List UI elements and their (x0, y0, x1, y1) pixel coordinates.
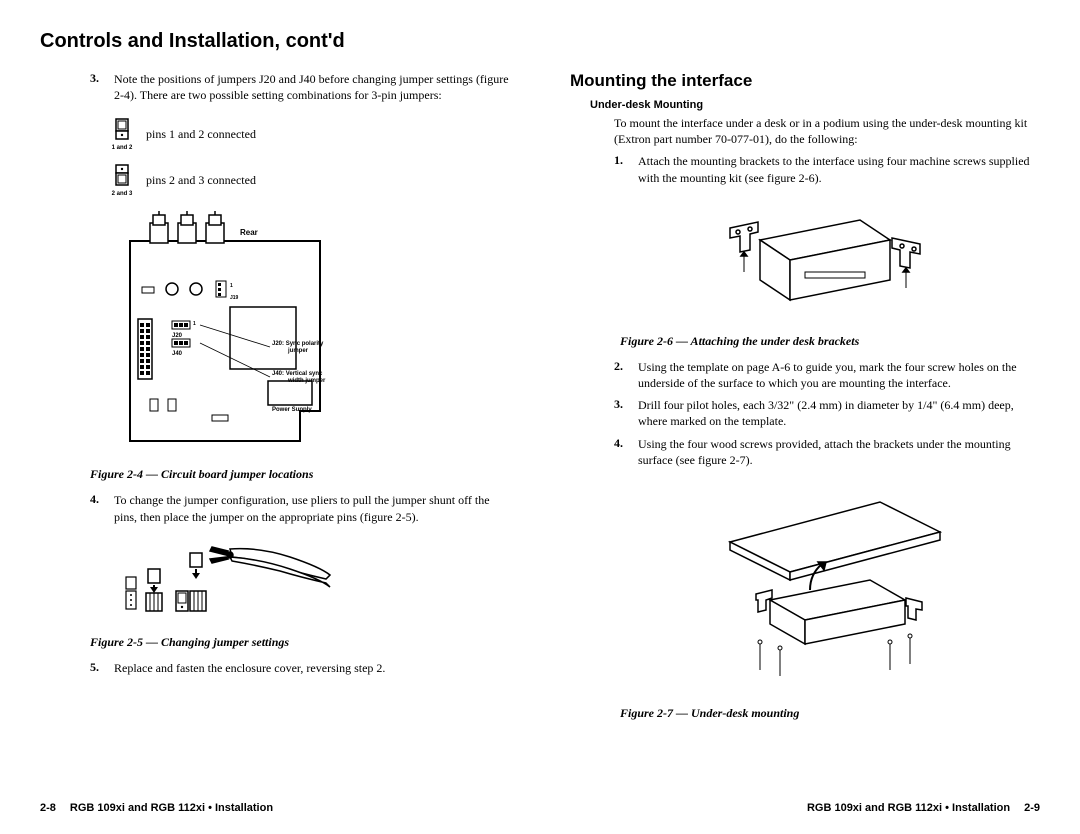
svg-text:J40: J40 (172, 351, 183, 357)
figure-2-6 (710, 200, 1040, 324)
figure-2-6-caption: Figure 2-6 — Attaching the under desk br… (620, 334, 1040, 349)
page-footer: 2-8 RGB 109xi and RGB 112xi • Installati… (40, 788, 1040, 814)
jumper-config-2: 2 and 3 pins 2 and 3 connected (110, 163, 510, 197)
figure-2-4: Rear 1 J19 1 J20 J40 (120, 211, 510, 455)
step-num: 4. (614, 436, 638, 468)
page-num-right: 2-9 (1024, 802, 1040, 814)
content-columns: 3. Note the positions of jumpers J20 and… (40, 71, 1040, 788)
jumper-config-1: 1 and 2 pins 1 and 2 connected (110, 117, 510, 151)
step-text: Note the positions of jumpers J20 and J4… (114, 71, 510, 103)
step-num: 2. (614, 359, 638, 391)
mount-step-2: 2. Using the template on page A-6 to gui… (614, 359, 1040, 391)
mount-step-4: 4. Using the four wood screws provided, … (614, 436, 1040, 468)
jumper-icon-1and2: 1 and 2 (110, 117, 134, 151)
page-num-left: 2-8 (40, 802, 56, 814)
step-num: 1. (614, 153, 638, 185)
svg-text:J20: J20 (172, 333, 183, 339)
footer-left: 2-8 RGB 109xi and RGB 112xi • Installati… (40, 802, 273, 814)
step-num: 3. (90, 71, 114, 103)
sub-title: Under-desk Mounting (590, 99, 1040, 111)
step-text: Using the four wood screws provided, att… (638, 436, 1040, 468)
rear-label: Rear (240, 228, 258, 237)
footer-text-right: RGB 109xi and RGB 112xi • Installation (807, 802, 1010, 814)
page-title: Controls and Installation, cont'd (40, 30, 1040, 53)
mount-step-3: 3. Drill four pilot holes, each 3/32" (2… (614, 397, 1040, 429)
svg-text:1: 1 (193, 321, 196, 327)
step-num: 4. (90, 492, 114, 524)
footer-right: RGB 109xi and RGB 112xi • Installation 2… (807, 802, 1040, 814)
step-5: 5. Replace and fasten the enclosure cove… (40, 660, 510, 676)
figure-2-5-caption: Figure 2-5 — Changing jumper settings (90, 635, 510, 650)
step-text: Drill four pilot holes, each 3/32" (2.4 … (638, 397, 1040, 429)
jumper-label: 2 and 3 (112, 191, 133, 197)
mount-step-1: 1. Attach the mounting brackets to the i… (614, 153, 1040, 185)
svg-text:jumper: jumper (287, 348, 309, 354)
figure-2-4-caption: Figure 2-4 — Circuit board jumper locati… (90, 467, 510, 482)
left-column: 3. Note the positions of jumpers J20 and… (40, 71, 510, 788)
section-title: Mounting the interface (570, 71, 1040, 91)
step-text: Replace and fasten the enclosure cover, … (114, 660, 385, 676)
svg-text:1: 1 (230, 283, 233, 289)
figure-2-5 (120, 539, 510, 623)
footer-text-left: RGB 109xi and RGB 112xi • Installation (70, 802, 273, 814)
jumper-icon-2and3: 2 and 3 (110, 163, 134, 197)
step-3: 3. Note the positions of jumpers J20 and… (40, 71, 510, 103)
step-num: 3. (614, 397, 638, 429)
step-4: 4. To change the jumper configuration, u… (40, 492, 510, 524)
figure-2-7 (710, 482, 1040, 696)
svg-text:J19: J19 (230, 295, 239, 301)
svg-text:J20: Sync polarity: J20: Sync polarity (272, 341, 324, 347)
svg-text:J40: Vertical sync: J40: Vertical sync (272, 371, 323, 377)
jumper-desc: pins 2 and 3 connected (146, 173, 256, 188)
jumper-label: 1 and 2 (112, 145, 133, 151)
figure-2-7-caption: Figure 2-7 — Under-desk mounting (620, 706, 1040, 721)
step-text: To change the jumper configuration, use … (114, 492, 510, 524)
right-column: Mounting the interface Under-desk Mounti… (570, 71, 1040, 788)
step-text: Attach the mounting brackets to the inte… (638, 153, 1040, 185)
jumper-desc: pins 1 and 2 connected (146, 127, 256, 142)
step-num: 5. (90, 660, 114, 676)
step-text: Using the template on page A-6 to guide … (638, 359, 1040, 391)
intro-text: To mount the interface under a desk or i… (614, 115, 1040, 147)
svg-text:width jumper: width jumper (287, 378, 326, 384)
svg-text:Power Supply: Power Supply (272, 407, 312, 413)
